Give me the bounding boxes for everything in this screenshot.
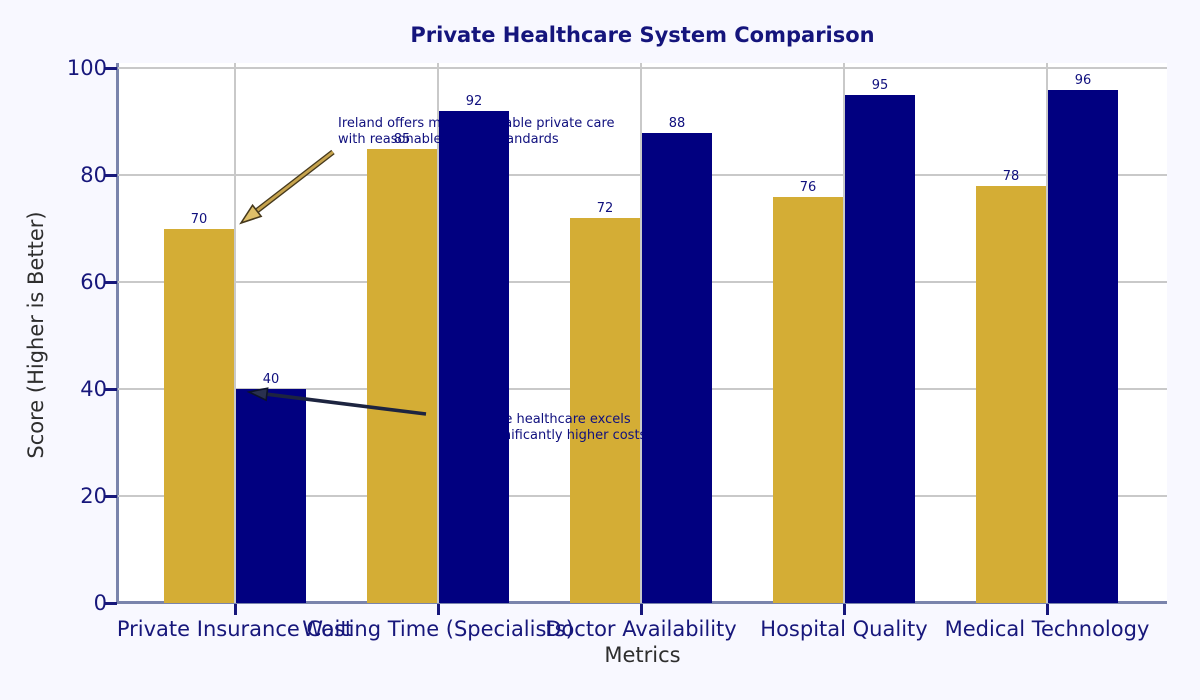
x-tick-label: Doctor Availability	[545, 617, 737, 641]
x-axis-title: Metrics	[604, 643, 681, 667]
x-tick-mark	[639, 604, 643, 615]
bar-value-label: 40	[262, 372, 280, 388]
bar-value-label: 96	[1074, 72, 1092, 88]
bar-gold-4	[773, 196, 843, 603]
bar-navy-3	[642, 132, 712, 603]
bar-value-label: 72	[596, 201, 614, 217]
y-tick-mark	[104, 280, 117, 284]
bar-navy-1	[236, 389, 306, 603]
bar-value-label: 78	[1002, 168, 1020, 184]
bar-gold-2	[367, 148, 437, 603]
x-tick-label: Private Insurance Cost	[116, 617, 354, 641]
gridline	[1046, 63, 1048, 603]
bar-navy-5	[1048, 89, 1118, 603]
x-tick-mark	[233, 604, 237, 615]
y-axis-spine	[116, 63, 119, 604]
bar-navy-4	[845, 95, 915, 603]
gridline	[843, 63, 845, 603]
y-tick-label: 0	[93, 591, 107, 615]
bar-value-label: 76	[799, 179, 817, 195]
bar-value-label: 88	[668, 115, 686, 131]
y-tick-label: 20	[80, 484, 107, 509]
gridline	[437, 63, 439, 603]
chart-title: Private Healthcare System Comparison	[410, 23, 875, 47]
gridline	[640, 63, 642, 603]
y-tick-label: 60	[80, 270, 107, 295]
annotation-arrow-gold	[239, 149, 335, 225]
bar-navy-2	[439, 111, 509, 603]
bar-gold-5	[976, 185, 1046, 603]
y-tick-label: 40	[80, 377, 107, 402]
gridline	[234, 63, 236, 603]
x-tick-label: Medical Technology	[944, 617, 1150, 641]
bar-value-label: 95	[871, 78, 889, 94]
y-axis-title: Score (Higher is Better)	[24, 211, 48, 459]
x-tick-mark	[842, 604, 846, 615]
gridline	[118, 67, 1167, 70]
y-tick-mark	[104, 173, 117, 177]
y-tick-mark	[104, 66, 117, 70]
y-tick-mark	[104, 494, 117, 498]
x-tick-mark	[1045, 604, 1049, 615]
bar-value-label: 70	[190, 211, 208, 227]
bar-value-label: 92	[465, 94, 483, 110]
annotation-line: at significantly higher costs	[467, 428, 647, 443]
bar-gold-1	[164, 228, 234, 603]
y-tick-mark	[104, 601, 117, 605]
bar-value-label: 85	[393, 131, 411, 147]
y-tick-label: 100	[66, 56, 107, 81]
x-tick-mark	[436, 604, 440, 615]
x-tick-label: Hospital Quality	[760, 617, 928, 641]
y-tick-label: 80	[80, 163, 107, 188]
y-tick-mark	[104, 387, 117, 391]
bar-gold-3	[570, 218, 640, 603]
x-tick-label: Waiting Time (Specialists)	[302, 617, 574, 641]
